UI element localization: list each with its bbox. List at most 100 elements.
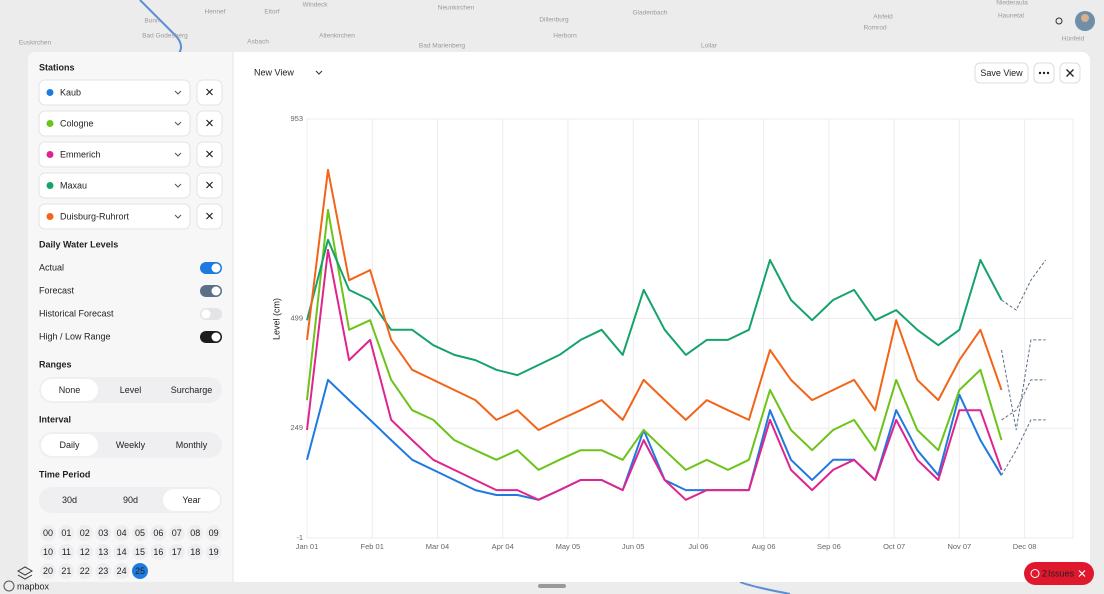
day-chip[interactable] (58, 544, 75, 560)
save-view-button[interactable] (974, 62, 1029, 84)
day-label[interactable]: 25 (135, 566, 145, 576)
day-label[interactable]: 23 (98, 566, 108, 576)
day-label[interactable]: 20 (43, 566, 53, 576)
day-label[interactable]: 15 (135, 547, 145, 557)
day-label[interactable]: 24 (117, 566, 127, 576)
toggle-label[interactable]: Forecast (39, 285, 75, 295)
day-label[interactable]: 08 (190, 528, 200, 538)
x-tick-label: May 05 (556, 542, 581, 551)
day-chip[interactable] (168, 544, 185, 560)
day-chip[interactable] (40, 563, 56, 579)
toggle-knob (211, 332, 221, 342)
segment-option[interactable]: Year (182, 495, 200, 505)
day-chip[interactable] (95, 563, 112, 579)
station-select[interactable] (38, 203, 191, 230)
chevron[interactable] (315, 70, 323, 75)
day-label[interactable]: 13 (98, 547, 108, 557)
day-label[interactable]: 07 (172, 528, 182, 538)
day-label[interactable]: 09 (209, 528, 219, 538)
day-chip[interactable] (76, 563, 93, 579)
day-chip[interactable] (205, 544, 222, 560)
issues-label[interactable]: Issues (1048, 568, 1075, 578)
day-chip[interactable] (76, 544, 93, 560)
station-select[interactable] (38, 172, 191, 199)
segment-option[interactable]: 30d (62, 495, 77, 505)
day-label[interactable]: 18 (190, 547, 200, 557)
day-label[interactable]: 06 (153, 528, 163, 538)
day-chip[interactable] (95, 525, 112, 541)
day-label[interactable]: 04 (117, 528, 127, 538)
segment-option[interactable]: None (59, 385, 81, 395)
station-select[interactable] (38, 110, 191, 137)
save-view-label[interactable]: Save View (980, 68, 1023, 78)
day-label[interactable]: 03 (98, 528, 108, 538)
station-select[interactable] (38, 79, 191, 106)
day-chip[interactable] (58, 525, 75, 541)
avatar-face (1081, 14, 1089, 22)
day-chip[interactable] (168, 525, 185, 541)
map-label: Alsfeld (873, 14, 893, 21)
day-chip[interactable] (205, 525, 222, 541)
mapbox-mark (3, 580, 15, 592)
day-chip[interactable] (150, 544, 167, 560)
segment-selected (41, 434, 98, 456)
issues-badge[interactable] (1024, 562, 1094, 585)
day-chip[interactable] (132, 544, 148, 560)
map-label: Windeck (303, 2, 329, 9)
day-chip[interactable] (132, 525, 148, 541)
day-label[interactable]: 02 (80, 528, 90, 538)
segment-option[interactable]: 90d (123, 495, 138, 505)
layers-button[interactable] (16, 566, 34, 580)
toggle-label[interactable]: Historical Forecast (39, 308, 114, 318)
day-chip[interactable] (58, 563, 75, 579)
segment-option[interactable]: Monthly (176, 440, 208, 450)
theme-toggle[interactable] (1055, 17, 1063, 25)
day-chip[interactable] (187, 525, 204, 541)
map-label: Bonn (144, 18, 160, 25)
drag-handle[interactable] (538, 584, 566, 588)
day-chip[interactable] (132, 563, 148, 579)
station-name[interactable]: Cologne (60, 118, 94, 128)
station-select[interactable] (38, 141, 191, 168)
day-chip[interactable] (113, 525, 130, 541)
map-label: Altenkirchen (319, 33, 355, 40)
segment-option[interactable]: Daily (59, 440, 80, 450)
day-label[interactable]: 05 (135, 528, 145, 538)
day-chip[interactable] (76, 525, 93, 541)
station-name[interactable]: Kaub (60, 87, 81, 97)
issues-count[interactable]: 2 (1042, 568, 1047, 578)
station-name[interactable]: Maxau (60, 180, 87, 190)
day-label[interactable]: 19 (209, 547, 219, 557)
day-chip[interactable] (150, 525, 167, 541)
station-name[interactable]: Emmerich (60, 149, 101, 159)
day-label[interactable]: 14 (117, 547, 127, 557)
day-label[interactable]: 10 (43, 547, 53, 557)
x-tick-label: Aug 06 (752, 542, 776, 551)
day-label[interactable]: 01 (61, 528, 71, 538)
day-chip[interactable] (40, 525, 56, 541)
map-label: Lollar (701, 43, 718, 50)
remove-icon (206, 119, 213, 127)
day-label[interactable]: 16 (153, 547, 163, 557)
day-label[interactable]: 11 (62, 547, 71, 557)
day-label[interactable]: 12 (80, 547, 90, 557)
day-label[interactable]: 22 (80, 566, 90, 576)
day-label[interactable]: 17 (172, 547, 182, 557)
station-color (46, 120, 54, 127)
day-label[interactable]: 00 (43, 528, 53, 538)
map-label: Neunkirchen (438, 5, 475, 12)
chevron (174, 183, 182, 188)
x-tick-label: Dec 08 (1013, 542, 1037, 551)
day-chip[interactable] (40, 544, 56, 560)
day-chip[interactable] (95, 544, 112, 560)
toggle-label[interactable]: Actual (39, 262, 64, 272)
day-label[interactable]: 21 (61, 566, 71, 576)
day-chip[interactable] (113, 544, 130, 560)
day-chip[interactable] (187, 544, 204, 560)
issues-close[interactable] (1078, 570, 1086, 577)
view-title[interactable]: New View (254, 67, 294, 77)
toggle-label[interactable]: High / Low Range (39, 331, 111, 341)
segment-option[interactable]: Weekly (116, 440, 146, 450)
day-chip[interactable] (113, 563, 130, 579)
station-name[interactable]: Duisburg-Ruhrort (60, 211, 130, 221)
